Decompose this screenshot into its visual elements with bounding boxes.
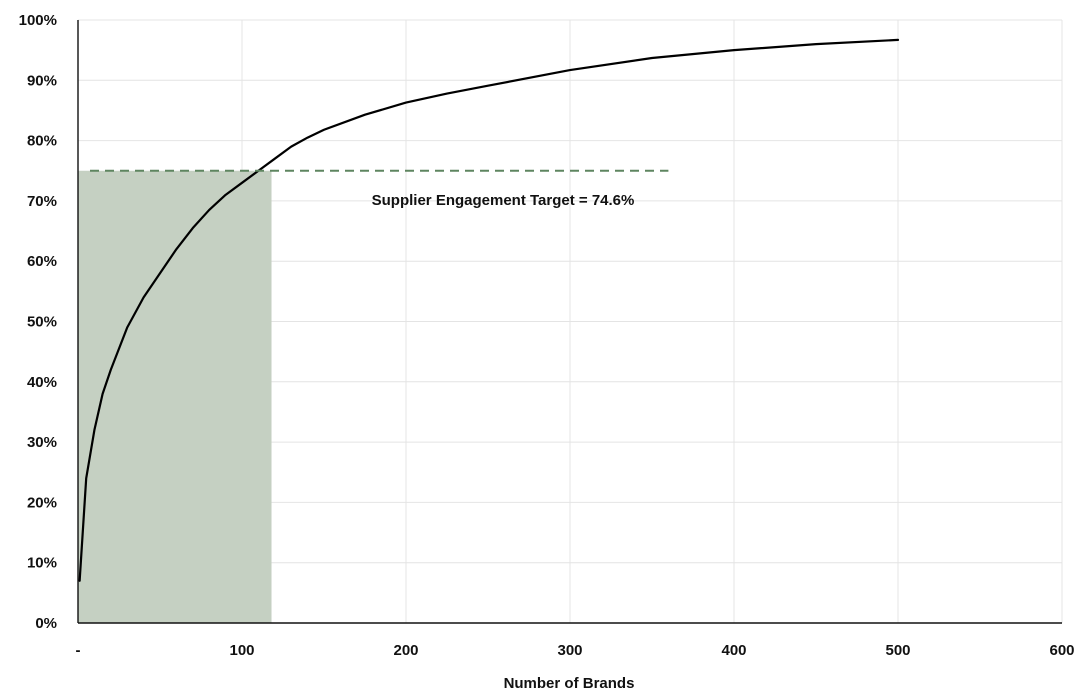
y-tick-label: 0%	[35, 615, 57, 632]
y-tick-label: 40%	[27, 374, 57, 391]
x-tick-label: 400	[721, 642, 746, 659]
x-tick-label: 600	[1049, 642, 1074, 659]
x-tick-labels: - 100 200 300 400 500 600	[76, 642, 1075, 659]
shade-layer	[78, 170, 272, 623]
x-tick-label: 300	[557, 642, 582, 659]
y-tick-label: 20%	[27, 494, 57, 511]
y-tick-label: 50%	[27, 314, 57, 331]
y-tick-label: 100%	[19, 12, 57, 29]
y-tick-label: 10%	[27, 555, 57, 572]
x-tick-label: -	[76, 642, 81, 659]
x-tick-label: 200	[393, 642, 418, 659]
y-tick-label: 90%	[27, 72, 57, 89]
target-annotation: Supplier Engagement Target = 74.6%	[372, 192, 635, 209]
y-tick-label: 80%	[27, 133, 57, 150]
x-tick-label: 500	[885, 642, 910, 659]
y-tick-label: 30%	[27, 434, 57, 451]
axis-layer	[77, 20, 1062, 624]
x-axis-title: Number of Brands	[504, 675, 635, 692]
y-tick-labels: 0% 10% 20% 30% 40% 50% 60% 70% 80% 90% 100%	[19, 12, 57, 632]
target-shaded-region	[78, 170, 272, 623]
y-tick-label: 60%	[27, 253, 57, 270]
x-tick-label: 100	[229, 642, 254, 659]
y-tick-label: 70%	[27, 193, 57, 210]
